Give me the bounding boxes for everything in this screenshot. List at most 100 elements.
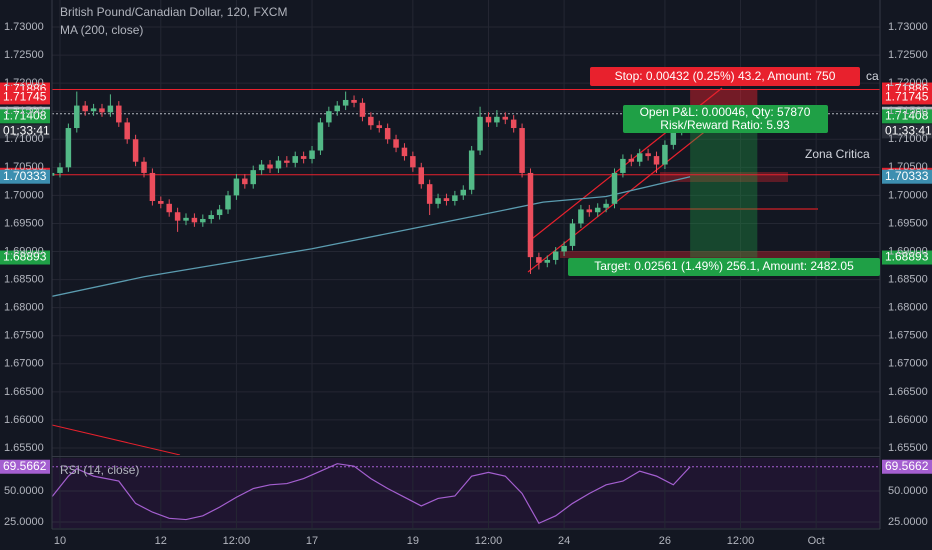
y-tick-label: 1.65500 — [888, 442, 928, 454]
candle-body — [384, 128, 391, 140]
y-tick-label: 1.71000 — [4, 133, 44, 145]
rsi-label: RSI (14, close) — [60, 463, 139, 477]
candle-body — [485, 116, 492, 123]
price-pill-label: 01:33:41 — [3, 124, 50, 138]
annotation: Zona Critica — [805, 147, 870, 161]
candle-body — [233, 178, 240, 196]
candle-body — [468, 150, 475, 190]
price-pill-label: 1.68893 — [3, 250, 47, 264]
price-pill — [0, 459, 50, 474]
y-tick-label: 1.67000 — [4, 358, 44, 370]
y-tick-label: 1.71000 — [888, 133, 928, 145]
price-pill-label: 01:33:41 — [885, 124, 932, 138]
channel-line — [527, 117, 723, 273]
candle-body — [208, 215, 214, 219]
ma-line — [52, 176, 691, 298]
y-tick-label: 1.70000 — [4, 189, 44, 201]
candle-body — [368, 116, 374, 126]
candle-body — [258, 164, 265, 171]
candle-body — [82, 105, 88, 112]
candle-body — [443, 198, 450, 202]
candle-body — [460, 189, 467, 196]
candle-body — [267, 164, 273, 169]
candle-body — [502, 116, 509, 120]
candle-body — [292, 156, 298, 163]
candle-body — [99, 108, 105, 113]
price-pill — [0, 124, 50, 139]
target-zone — [690, 113, 758, 258]
candle-body — [544, 259, 551, 263]
trend-line — [52, 424, 181, 455]
candle-body — [74, 105, 80, 129]
candle-body — [519, 128, 525, 173]
candle-body — [334, 105, 340, 112]
candle-body — [116, 105, 122, 123]
y-tick-label: 1.72000 — [4, 77, 44, 89]
y-tick-label: 1.66000 — [888, 414, 928, 426]
price-pill-label: 1.70333 — [3, 169, 47, 183]
candle-body — [426, 184, 433, 204]
candle-body — [569, 223, 576, 246]
y-tick-label: 1.70500 — [888, 161, 928, 173]
y-tick-label: 1.66000 — [4, 414, 44, 426]
chart-title: British Pound/Canadian Dollar, 120, FXCM — [60, 5, 287, 19]
candle-body — [65, 128, 72, 168]
price-pill — [0, 250, 50, 265]
price-pill-label: 1.70333 — [885, 169, 929, 183]
annotation: ca — [866, 69, 879, 83]
price-pill — [0, 169, 50, 184]
y-tick-label: 1.67500 — [888, 330, 928, 342]
label-box — [568, 258, 880, 276]
candle-body — [52, 172, 55, 176]
y-tick-label: 1.69000 — [4, 245, 44, 257]
candle-body — [326, 111, 332, 123]
candle-body — [183, 217, 189, 221]
candle-body — [586, 209, 593, 213]
y-tick-label: 1.71500 — [4, 105, 44, 117]
candle-body — [166, 203, 172, 213]
candle-body — [393, 139, 399, 148]
candle-body — [477, 116, 483, 151]
price-pill-label: 1.71408 — [3, 109, 47, 123]
y-tick-label: 1.72500 — [4, 49, 44, 61]
ratio-label: Risk/Reward Ratio: 5.93 — [660, 118, 790, 132]
y-tick-label: 1.72000 — [888, 77, 928, 89]
zone — [560, 251, 830, 258]
candle-body — [200, 218, 206, 223]
candle-body — [628, 158, 635, 162]
y-tick-label: 1.68000 — [888, 302, 928, 314]
candle-body — [225, 195, 231, 210]
x-tick-label: 24 — [558, 535, 570, 547]
y-tick-label: 1.67000 — [888, 358, 928, 370]
price-pill — [0, 90, 50, 105]
candle-body — [670, 130, 677, 145]
candle-body — [359, 102, 366, 117]
y-tick-label: 1.67500 — [4, 330, 44, 342]
y-tick-label: 1.72500 — [888, 49, 928, 61]
x-tick-label: 17 — [306, 535, 318, 547]
candle-body — [552, 251, 559, 260]
price-pane — [52, 87, 880, 455]
candle-body — [342, 99, 349, 106]
y-tick-label: 1.71500 — [888, 105, 928, 117]
overlay: 1.718861.718861.717451.717451.714541.714… — [0, 67, 932, 474]
x-tick-label: 12:00 — [223, 535, 251, 547]
y-tick-label: 1.73000 — [888, 21, 928, 33]
label-box — [590, 67, 860, 86]
price-pill — [882, 250, 932, 265]
y-tick-label: 1.68000 — [4, 302, 44, 314]
candle-body — [242, 178, 248, 185]
candle-body — [418, 167, 425, 185]
label-box — [623, 105, 828, 133]
price-pill — [882, 90, 932, 105]
candle-body — [452, 195, 458, 202]
candle-body — [653, 156, 660, 165]
candle-body — [149, 172, 156, 202]
candle-body — [578, 209, 584, 224]
y-tick-label: 50.0000 — [4, 485, 44, 497]
y-tick-label: 50.0000 — [888, 485, 928, 497]
candle-body — [216, 209, 223, 216]
price-pill-label: 1.71745 — [885, 90, 929, 104]
candle-body — [536, 257, 542, 263]
